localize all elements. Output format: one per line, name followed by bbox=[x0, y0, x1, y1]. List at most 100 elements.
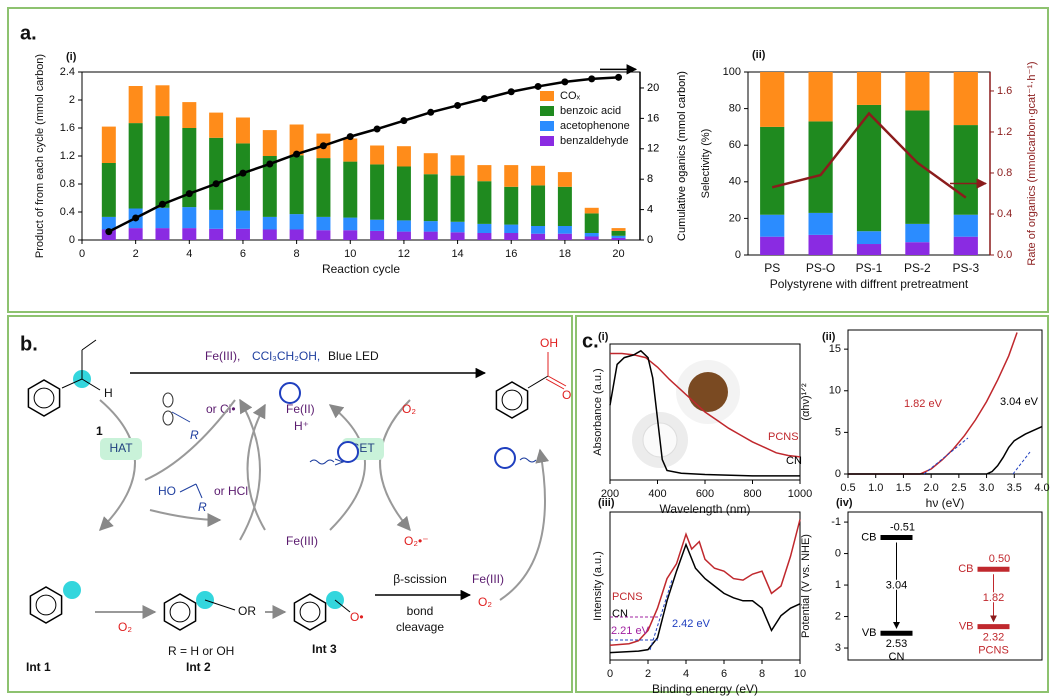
x-tick-label: PS-O bbox=[806, 261, 835, 275]
point bbox=[480, 95, 488, 103]
bar-segment bbox=[289, 124, 304, 156]
species: H⁺ bbox=[294, 419, 309, 433]
y-tick-label: 60 bbox=[729, 139, 741, 151]
x-tick-label: 8 bbox=[759, 668, 765, 680]
y-axis-label: Absorbance (a.u.) bbox=[592, 368, 604, 455]
bar-segment bbox=[396, 220, 411, 232]
bar-segment bbox=[235, 143, 250, 211]
bar-segment bbox=[856, 104, 882, 232]
bar-segment bbox=[611, 230, 626, 236]
y-tick-label: 10 bbox=[829, 385, 841, 397]
bar-segment bbox=[370, 164, 385, 220]
y2-tick-label: 0.4 bbox=[997, 208, 1012, 220]
bar-segment bbox=[155, 116, 170, 208]
y-tick-label: 40 bbox=[729, 176, 741, 188]
y-tick-label: 1 bbox=[835, 579, 841, 591]
bar-segment bbox=[611, 228, 626, 231]
bar-segment bbox=[101, 216, 116, 230]
y-tick-label: 0 bbox=[69, 234, 75, 246]
band-name: CB bbox=[958, 563, 973, 575]
legend-swatch bbox=[540, 136, 554, 146]
value-label: -0.51 bbox=[890, 521, 915, 533]
legend-label: COₓ bbox=[560, 90, 581, 102]
orbital bbox=[162, 392, 174, 408]
legend-label: benzoic acid bbox=[560, 105, 621, 117]
aromatic-circle bbox=[299, 601, 321, 623]
bar-segment bbox=[450, 155, 465, 176]
x-tick-label: 2 bbox=[645, 668, 651, 680]
point bbox=[158, 200, 166, 208]
bar-segment bbox=[209, 112, 224, 138]
x-tick-label: 200 bbox=[601, 488, 619, 500]
bar-segment bbox=[209, 137, 224, 210]
point bbox=[346, 133, 354, 141]
y2-tick-label: 16 bbox=[647, 112, 659, 124]
bar-segment bbox=[905, 72, 930, 111]
x-tick-label: 12 bbox=[398, 248, 410, 260]
bar-segment bbox=[262, 156, 277, 217]
bar-segment bbox=[584, 213, 599, 233]
legend-swatch bbox=[540, 106, 554, 116]
bar-segment bbox=[343, 161, 358, 218]
x-tick-label: 800 bbox=[743, 488, 761, 500]
point bbox=[212, 180, 220, 188]
benzene-ring bbox=[293, 593, 327, 631]
band-name: VB bbox=[862, 627, 877, 639]
y2-tick-label: 1.6 bbox=[997, 85, 1012, 97]
cycle-arrow bbox=[246, 403, 266, 531]
bar-segment bbox=[343, 217, 358, 231]
atom: OH bbox=[540, 336, 558, 350]
bar-segment bbox=[953, 72, 978, 126]
panel-frame bbox=[7, 7, 1049, 313]
arrow bbox=[499, 448, 550, 601]
compound-label: Int 1 bbox=[26, 660, 51, 674]
bar-segment bbox=[155, 207, 170, 229]
cycle-arrow bbox=[99, 399, 136, 531]
y-tick-label: -1 bbox=[831, 516, 841, 528]
bar-segment bbox=[209, 228, 224, 240]
x-tick-label: 3.5 bbox=[1007, 482, 1022, 494]
panel-frame bbox=[7, 315, 573, 693]
note: R = H or OH bbox=[168, 644, 234, 658]
bar-segment bbox=[856, 72, 882, 105]
bar-segment bbox=[557, 186, 572, 226]
aromatic-circle bbox=[169, 601, 191, 623]
line bbox=[609, 542, 801, 654]
band-name: CB bbox=[861, 531, 876, 543]
x-tick-label: 4 bbox=[186, 248, 192, 260]
y-tick-label: 100 bbox=[723, 66, 741, 78]
aromatic-circle bbox=[501, 389, 523, 411]
bar-segment bbox=[531, 233, 546, 240]
series-label: PCNS bbox=[612, 591, 643, 603]
bar-segment bbox=[262, 216, 277, 230]
annotation: 3.04 eV bbox=[1000, 396, 1039, 408]
panel-label: c. bbox=[582, 330, 599, 352]
bond bbox=[81, 378, 101, 391]
bar-segment bbox=[423, 231, 438, 240]
cycle-arrow bbox=[328, 404, 366, 531]
bond bbox=[61, 378, 83, 389]
panel-label: (iii) bbox=[598, 497, 615, 509]
bar-segment bbox=[182, 228, 197, 240]
y-tick-label: 1.2 bbox=[60, 150, 75, 162]
photo bbox=[688, 372, 728, 412]
bar-segment bbox=[611, 235, 626, 238]
y-tick-label: 0 bbox=[835, 547, 841, 559]
band-name: VB bbox=[959, 621, 974, 633]
line bbox=[609, 519, 801, 646]
bar-segment bbox=[450, 221, 465, 233]
species: Fe(III) bbox=[472, 572, 504, 586]
legend-swatch bbox=[540, 91, 554, 101]
bond bbox=[334, 599, 351, 613]
point bbox=[105, 228, 113, 236]
line bbox=[771, 111, 967, 199]
y2-tick-label: 0.8 bbox=[997, 167, 1012, 179]
light-wave bbox=[519, 457, 537, 463]
gap-label: 1.82 bbox=[983, 592, 1004, 604]
point bbox=[534, 82, 542, 90]
bar-segment bbox=[316, 230, 331, 240]
step-box bbox=[100, 438, 142, 460]
bar-segment bbox=[423, 174, 438, 222]
cycle-arrow bbox=[239, 398, 261, 541]
